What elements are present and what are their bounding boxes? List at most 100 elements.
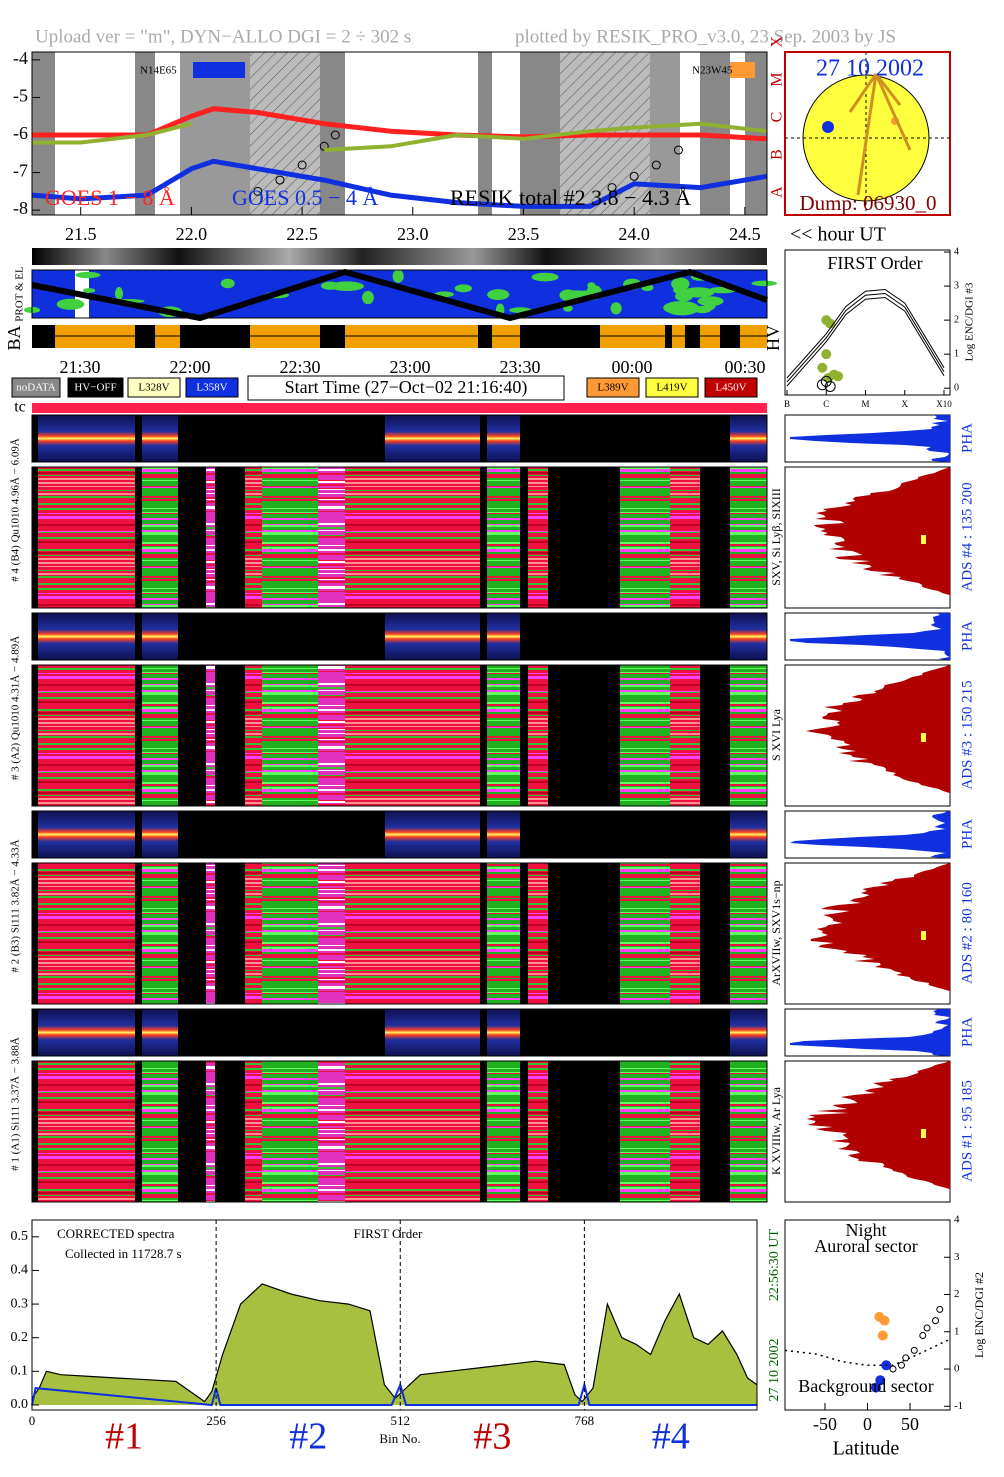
data-point bbox=[910, 1346, 918, 1354]
shade-band bbox=[320, 52, 345, 215]
spectrogram-block bbox=[620, 1061, 670, 1202]
threshold-curve bbox=[784, 1338, 951, 1367]
data-point bbox=[673, 145, 683, 155]
spectrogram-block bbox=[730, 863, 767, 1004]
note: Auroral sector bbox=[814, 1236, 917, 1256]
y-tick-label: 0.4 bbox=[11, 1263, 29, 1278]
gray-bar bbox=[32, 248, 767, 265]
spectrogram-block bbox=[620, 863, 670, 1004]
prot-blob bbox=[321, 281, 340, 290]
pha-active bbox=[142, 1009, 178, 1056]
channel-label: # 4 (B4) Qu1010 4.96Å − 6.09Å bbox=[10, 438, 22, 582]
spectrum-line bbox=[31, 1283, 758, 1403]
ads-profile bbox=[813, 467, 950, 608]
y-tick-label: 4 bbox=[954, 246, 959, 257]
spectrogram-block bbox=[142, 863, 178, 1004]
time-label: 21:30 bbox=[59, 357, 100, 377]
note: Background sector bbox=[798, 1376, 933, 1396]
spectrogram-block bbox=[670, 863, 700, 1004]
legend-box bbox=[11, 377, 61, 398]
y-tick-label: 0.3 bbox=[11, 1296, 29, 1311]
spectrogram-block bbox=[206, 863, 215, 1004]
spectrogram-block bbox=[262, 467, 318, 608]
frame bbox=[31, 1060, 768, 1203]
data-point bbox=[824, 380, 836, 392]
lines-label: SXV, Si Lyβ, SIXIII bbox=[769, 488, 783, 586]
pha-label: PHA bbox=[959, 1017, 975, 1047]
spectrogram-block bbox=[32, 1061, 38, 1202]
annotation: N23W45 bbox=[692, 65, 733, 77]
spectrogram-block bbox=[520, 1061, 528, 1202]
prot-blob bbox=[220, 278, 235, 289]
spectrogram-block bbox=[318, 665, 345, 806]
ads-marker bbox=[921, 535, 926, 544]
data-point bbox=[253, 186, 263, 196]
spectrogram-block bbox=[142, 665, 178, 806]
pha-label: PHA bbox=[959, 819, 975, 849]
chart-title: Night bbox=[845, 1220, 886, 1240]
spectrogram-block bbox=[206, 665, 215, 806]
pha-profile bbox=[790, 415, 950, 462]
x-tick-label: 0 bbox=[29, 1413, 36, 1428]
spectrogram-block bbox=[32, 665, 38, 806]
spectrogram-block bbox=[487, 467, 520, 608]
spectrogram-block bbox=[345, 665, 385, 806]
legend-label: L328V bbox=[138, 382, 169, 394]
x-tick-label: B bbox=[784, 399, 790, 409]
spectrogram-block bbox=[487, 1061, 520, 1202]
legend-box bbox=[67, 377, 124, 398]
y-tick-label: 3 bbox=[954, 280, 959, 291]
x-tick-label: 23.5 bbox=[508, 224, 540, 244]
flare-class: C bbox=[769, 112, 786, 123]
header-left: Upload ver = "m", DYN−ALLO DGI = 2 ÷ 302… bbox=[35, 26, 411, 47]
ads-profile bbox=[805, 665, 950, 806]
panel-label: HV bbox=[763, 325, 783, 351]
x-axis-label: Latitude bbox=[833, 1438, 900, 1460]
time-label: 22:30 bbox=[279, 357, 320, 377]
legend-label: noDATA bbox=[16, 382, 56, 394]
tc-bar bbox=[32, 403, 767, 413]
pha-active bbox=[730, 811, 767, 858]
data-point bbox=[898, 1361, 906, 1369]
region-box bbox=[193, 62, 245, 78]
frame bbox=[31, 612, 768, 661]
x-tick-label: 512 bbox=[391, 1413, 411, 1428]
ads-marker bbox=[921, 931, 926, 940]
dump-label: Dump: 06930_0 bbox=[799, 191, 936, 215]
data-point bbox=[297, 160, 307, 170]
x-tick-label: 22.5 bbox=[286, 224, 318, 244]
frame bbox=[31, 414, 768, 463]
pha-active bbox=[142, 613, 178, 660]
panel-label: BA bbox=[4, 325, 24, 350]
spectrogram-block bbox=[700, 863, 730, 1004]
frame bbox=[31, 269, 768, 319]
data-point bbox=[875, 1375, 886, 1386]
prot-blob bbox=[610, 302, 622, 315]
orbit-arrow bbox=[848, 73, 912, 196]
pha-label: PHA bbox=[959, 423, 975, 453]
x-tick-label: 24.5 bbox=[729, 224, 761, 244]
pha-label: PHA bbox=[959, 621, 975, 651]
pha-active bbox=[487, 613, 520, 660]
prot-blob bbox=[114, 287, 124, 301]
data-point bbox=[330, 130, 340, 140]
pha-active bbox=[487, 1009, 520, 1056]
spectrogram-block bbox=[178, 665, 206, 806]
spectrogram-block bbox=[215, 1061, 245, 1202]
pha-active bbox=[730, 613, 767, 660]
y-tick-label: -7 bbox=[13, 161, 28, 181]
data-point bbox=[825, 318, 836, 329]
y-tick-label: 0 bbox=[954, 382, 959, 393]
trend-curve bbox=[786, 296, 945, 387]
prot-blob bbox=[697, 296, 724, 307]
spectrogram-block bbox=[215, 665, 245, 806]
legend-label: L389V bbox=[597, 382, 628, 394]
sun-date: 27 10 2002 bbox=[816, 56, 924, 82]
frame bbox=[784, 249, 951, 396]
pha-active bbox=[385, 415, 480, 462]
spectrum-area bbox=[32, 1283, 757, 1405]
flare-class: B bbox=[769, 149, 786, 160]
y-tick-label: -8 bbox=[13, 198, 28, 218]
pha-profile bbox=[790, 1009, 950, 1056]
spectrogram-block bbox=[32, 467, 38, 608]
